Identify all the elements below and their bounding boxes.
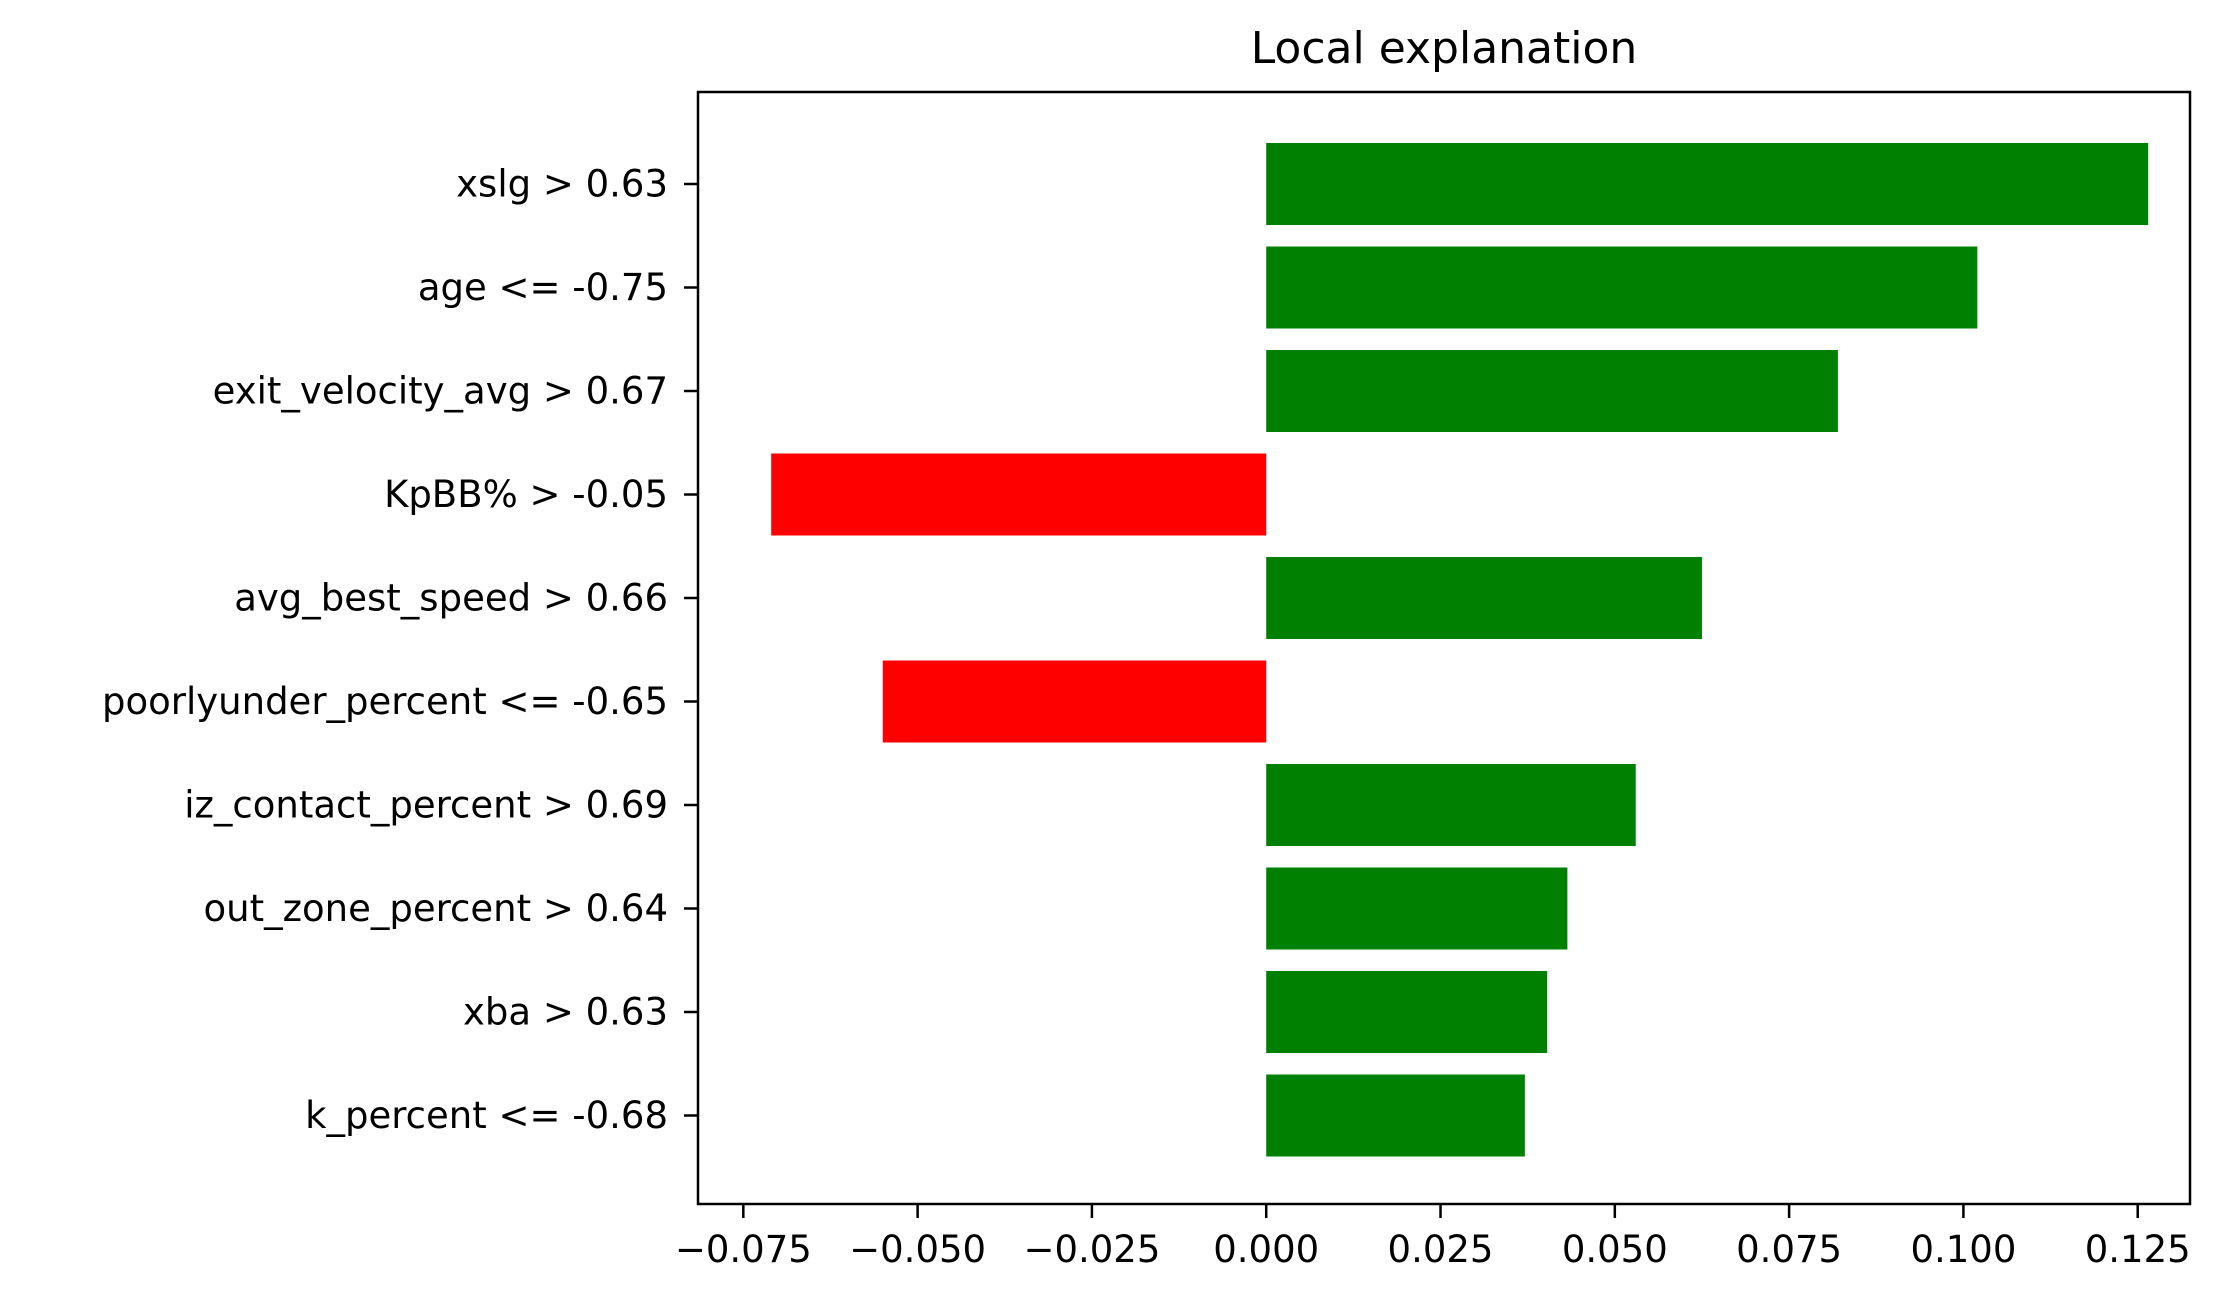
x-tick-label: 0.125 — [2085, 1228, 2191, 1271]
x-tick-label: 0.000 — [1213, 1228, 1319, 1271]
bars-group — [771, 143, 2149, 1157]
x-tick-label: 0.025 — [1388, 1228, 1494, 1271]
y-tick-label: avg_best_speed > 0.66 — [234, 577, 668, 620]
x-tick-label: −0.050 — [849, 1228, 986, 1271]
chart-title: Local explanation — [1251, 23, 1638, 74]
y-tick-label: out_zone_percent > 0.64 — [204, 887, 669, 930]
y-tick-label: poorlyunder_percent <= -0.65 — [102, 680, 668, 723]
y-tick-label: xba > 0.63 — [463, 991, 668, 1034]
bar-0 — [1266, 143, 2149, 225]
y-axis: xslg > 0.63 age <= -0.75 exit_velocity_avg… — [102, 163, 698, 1137]
x-tick-label: 0.050 — [1562, 1228, 1668, 1271]
bar-4 — [1266, 557, 1702, 639]
x-tick-label: 0.100 — [1910, 1228, 2016, 1271]
plot-frame — [696, 90, 2192, 1206]
bar-7 — [1266, 867, 1568, 950]
bar-9 — [1266, 1074, 1525, 1157]
bar-1 — [1266, 246, 1978, 329]
x-tick-label: 0.075 — [1736, 1228, 1842, 1271]
bar-3 — [771, 453, 1267, 536]
y-tick-label: age <= -0.75 — [418, 266, 668, 309]
y-tick-label: k_percent <= -0.68 — [305, 1094, 668, 1137]
bar-5 — [882, 660, 1267, 743]
y-tick-label: iz_contact_percent > 0.69 — [184, 784, 668, 827]
bar-8 — [1266, 971, 1548, 1053]
x-axis: −0.075 −0.050 −0.025 0.000 0.025 0.050 0.075 0.… — [675, 1204, 2191, 1271]
bar-2 — [1266, 350, 1838, 432]
x-tick-label: −0.025 — [1023, 1228, 1160, 1271]
bar-6 — [1266, 764, 1636, 846]
x-tick-label: −0.075 — [675, 1228, 812, 1271]
y-tick-label: KpBB% > -0.05 — [384, 473, 668, 516]
y-tick-label: xslg > 0.63 — [456, 163, 668, 206]
y-tick-label: exit_velocity_avg > 0.67 — [213, 370, 668, 413]
